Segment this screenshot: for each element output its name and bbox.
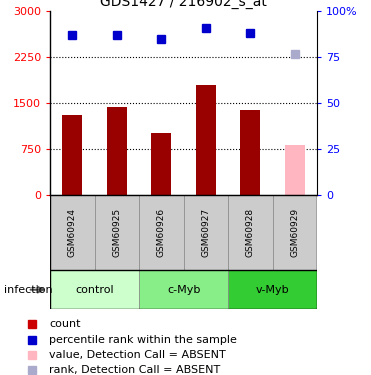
Bar [184,195,228,270]
Text: GSM60925: GSM60925 [112,208,121,257]
Text: GSM60927: GSM60927 [201,208,210,257]
Bar [107,107,127,195]
Text: GSM60929: GSM60929 [290,208,299,257]
Bar [228,270,317,309]
Bar [50,195,95,270]
Text: rank, Detection Call = ABSENT: rank, Detection Call = ABSENT [49,365,220,375]
Bar [139,195,184,270]
Bar [95,195,139,270]
Bar [151,132,171,195]
Bar [139,270,228,309]
Text: GSM60926: GSM60926 [157,208,166,257]
Bar [273,195,317,270]
Bar [228,195,273,270]
Text: value, Detection Call = ABSENT: value, Detection Call = ABSENT [49,350,226,360]
Text: count: count [49,319,81,329]
Text: infection: infection [4,285,52,295]
Text: control: control [75,285,114,295]
Bar [240,111,260,195]
Bar [62,116,82,195]
Text: v-Myb: v-Myb [256,285,289,295]
Bar [50,270,139,309]
Text: GSM60928: GSM60928 [246,208,255,257]
Bar [285,145,305,195]
Title: GDS1427 / 216902_s_at: GDS1427 / 216902_s_at [100,0,267,9]
Text: GSM60924: GSM60924 [68,208,77,257]
Text: percentile rank within the sample: percentile rank within the sample [49,334,237,345]
Text: c-Myb: c-Myb [167,285,200,295]
Bar [196,85,216,195]
